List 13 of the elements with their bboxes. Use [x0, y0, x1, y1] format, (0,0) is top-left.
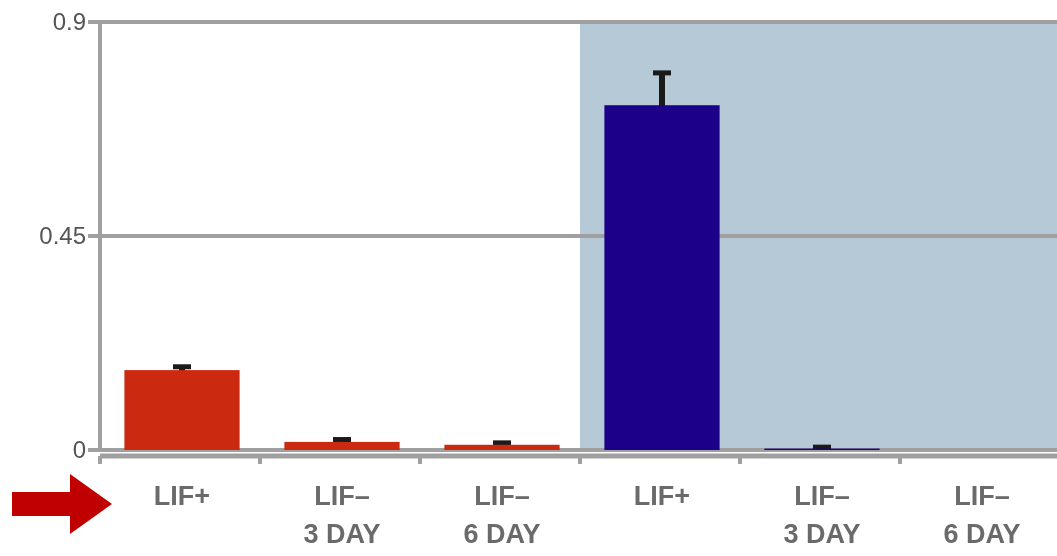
x-tick-label: LIF– 6 DAY: [943, 481, 1021, 549]
y-tick-label: 0.9: [52, 8, 86, 36]
bar: [444, 444, 560, 450]
y-tick-label: 0: [72, 436, 86, 464]
bar: [284, 441, 400, 450]
x-tick-label: LIF+: [633, 481, 691, 511]
bar: [604, 105, 720, 450]
y-tick-label: 0.45: [39, 222, 86, 250]
bar: [124, 370, 240, 450]
x-tick-label: LIF+: [153, 481, 211, 511]
x-tick-label: LIF– 3 DAY: [783, 481, 861, 549]
x-tick-label: LIF– 3 DAY: [303, 481, 381, 549]
x-tick-label: LIF– 6 DAY: [463, 481, 541, 549]
